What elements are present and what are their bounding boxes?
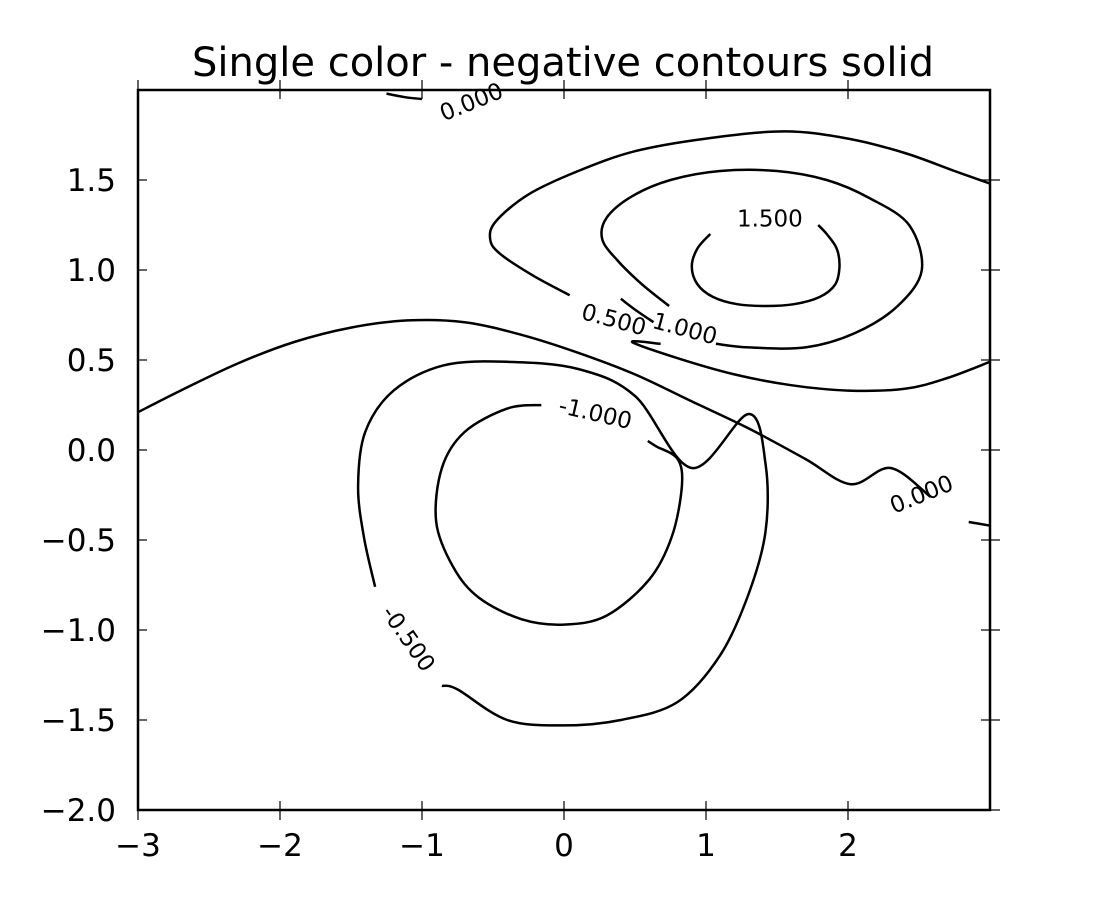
contour-label-3-0: 0.000 (886, 471, 957, 520)
y-tick-label-3: 0.0 (67, 433, 116, 469)
contour-label-0-0: 1.500 (737, 207, 803, 233)
y-tick-label-6: −1.5 (41, 703, 116, 739)
contour-line-level-4-seg-0 (356, 360, 769, 727)
contour-label-2-0: 0.500 (579, 299, 649, 341)
y-tick-label-2: 0.5 (67, 343, 116, 379)
chart-title: Single color - negative contours solid (192, 40, 934, 86)
x-tick-label-5: 2 (838, 828, 858, 864)
contour-lines-group (138, 92, 990, 727)
contour-line-level-3-seg-0 (138, 318, 932, 498)
y-tick-label-5: −1.0 (41, 613, 116, 649)
contour-line-level-2-seg-0 (488, 130, 990, 297)
contour-line-level-0-seg-0 (690, 224, 841, 308)
contour-label-4-0: -0.500 (376, 601, 440, 677)
x-tick-label-3: 0 (554, 828, 574, 864)
contour-label-5-0: -1.000 (556, 393, 634, 435)
y-tick-label-4: −0.5 (41, 523, 116, 559)
contour-line-level-3-seg-1 (968, 520, 990, 527)
contour-line-level-2-seg-1 (630, 339, 990, 393)
axis-ticks-group: −3 −2 −1 0 1 2 1.5 1.0 0.5 0.0 −0.5 −1.0 −1.5 −2.0 (41, 80, 1000, 864)
y-tick-label-7: −2.0 (41, 793, 116, 829)
contour-line-level-5-seg-0 (434, 403, 684, 626)
plot-frame (136, 88, 992, 812)
contour-line-level-3-seg-2 (386, 92, 423, 101)
x-tick-label-2: −1 (399, 828, 445, 864)
x-tick-label-0: −3 (115, 828, 161, 864)
y-tick-label-1: 1.0 (67, 253, 116, 289)
x-tick-label-4: 1 (696, 828, 716, 864)
contour-line-level-1-seg-0 (600, 168, 924, 350)
contour-line-level-1-seg-1 (620, 297, 655, 324)
y-tick-label-0: 1.5 (67, 163, 116, 199)
x-tick-label-1: −2 (257, 828, 303, 864)
